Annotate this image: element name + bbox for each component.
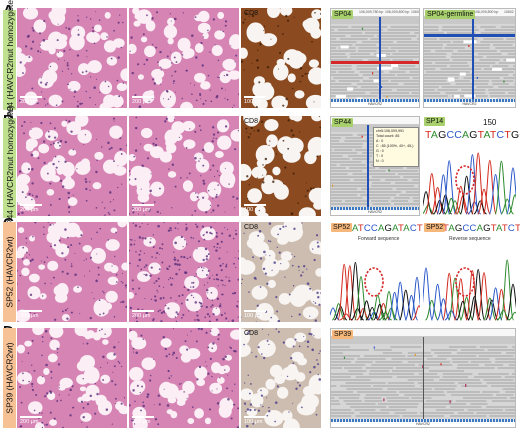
he-image-a1: 200 μm xyxy=(17,8,127,108)
side-label-c: SP52 (HAVCR2wt) xyxy=(3,222,16,322)
cd8-label: CD8 xyxy=(244,118,259,125)
sequence-caption: Forward sequence xyxy=(358,236,400,242)
mutation-highlight-circle xyxy=(364,267,384,297)
scale-bar: 200 μm xyxy=(20,416,42,425)
sample-tag-sp52-forward: SP52 xyxy=(331,223,353,232)
cd8-label: CD8 xyxy=(244,224,259,231)
igv-ruler: 106,009,780 bp 106,009,800 bp 10602 xyxy=(331,9,419,17)
sample-tag-sp52-reverse: SP52 xyxy=(424,223,446,232)
sample-tag-sp14: SP14 xyxy=(424,117,446,126)
sequence-position: 150 xyxy=(483,118,497,127)
gene-label: HAVCR2 xyxy=(331,102,419,107)
ihc-image-d: CD8 100 μm xyxy=(241,328,321,428)
he-image-a2: 200 μm xyxy=(129,8,239,108)
scale-bar: 100 μm xyxy=(244,310,266,319)
scale-bar: 200 μm xyxy=(20,310,42,319)
gene-label: HAVCR2 xyxy=(331,422,515,427)
he-image-b1: 200 μm xyxy=(17,116,127,216)
side-label-d: SP39 (HAVCR2wt) xyxy=(3,328,16,428)
scale-bar: 200 μm xyxy=(132,310,154,319)
he-image-d2: 200 μm xyxy=(129,328,239,428)
scale-bar: 100 μm xyxy=(244,416,266,425)
ihc-image-b: CD8 100 μm xyxy=(241,116,321,216)
scale-bar: 100 μm xyxy=(244,204,266,213)
sample-tag-sp44: SP44 xyxy=(332,118,354,127)
cd8-label: CD8 xyxy=(244,10,259,17)
he-image-d1: 200 μm xyxy=(17,328,127,428)
he-image-c2: 200 μm xyxy=(129,222,239,322)
ihc-image-c: CD8 100 μm xyxy=(241,222,321,322)
side-label-b: SP44 (HAVCR2mut homozygote) xyxy=(3,105,16,231)
scale-bar: 200 μm xyxy=(132,204,154,213)
chromatogram-sp52-forward: SP52 ATCCAGATACTGGCT Forward sequence xyxy=(330,222,451,325)
scale-bar: 100 μm xyxy=(244,96,266,105)
cd8-label: CD8 xyxy=(244,330,259,337)
igv-view-sp04: 106,009,780 bp 106,009,800 bp 10602 HAVC… xyxy=(330,8,420,108)
he-image-c1: 200 μm xyxy=(17,222,127,322)
igv-view-sp04-germline: 106,009,800 bp 10602 HAVCR2 SP04-germlin… xyxy=(423,8,516,108)
base-sequence: TAGCCAGTATCTGGA xyxy=(425,129,520,141)
gene-label: HAVCR2 xyxy=(331,210,419,215)
chromatogram-sp52-reverse: SP52 TAGCCAGTATCTGGA Reverse sequence xyxy=(423,222,520,325)
sample-tag-sp04-germline: SP04-germline xyxy=(425,10,476,19)
mutation-highlight-circle xyxy=(455,267,475,297)
scale-bar: 200 μm xyxy=(132,96,154,105)
igv-view-sp39: HAVCR2 SP39 xyxy=(330,328,516,428)
scale-bar: 200 μm xyxy=(20,96,42,105)
scale-bar: 200 μm xyxy=(20,204,42,213)
sequence-caption: Reverse sequence xyxy=(449,236,491,242)
igv-view-sp44: chr5:106,009,991 Total count: 85 A : 0 C… xyxy=(330,116,420,216)
ihc-image-a: CD8 100 μm xyxy=(241,8,321,108)
mutation-highlight-circle xyxy=(455,165,475,195)
chromatogram-sp14: SP14 150 TAGCCAGTATCTGGA xyxy=(423,116,520,216)
he-image-b2: 200 μm xyxy=(129,116,239,216)
sample-tag-sp04: SP04 xyxy=(332,10,354,19)
scale-bar: 200 μm xyxy=(132,416,154,425)
igv-popup: chr5:106,009,991 Total count: 85 A : 0 C… xyxy=(373,127,419,167)
base-sequence: TAGCCAGTATCTGGA xyxy=(443,223,520,234)
sample-tag-sp39: SP39 xyxy=(332,330,354,339)
gene-label: HAVCR2 xyxy=(424,102,515,107)
side-label-a: SP04 (HAVCR2mut homozygote) xyxy=(3,0,16,123)
